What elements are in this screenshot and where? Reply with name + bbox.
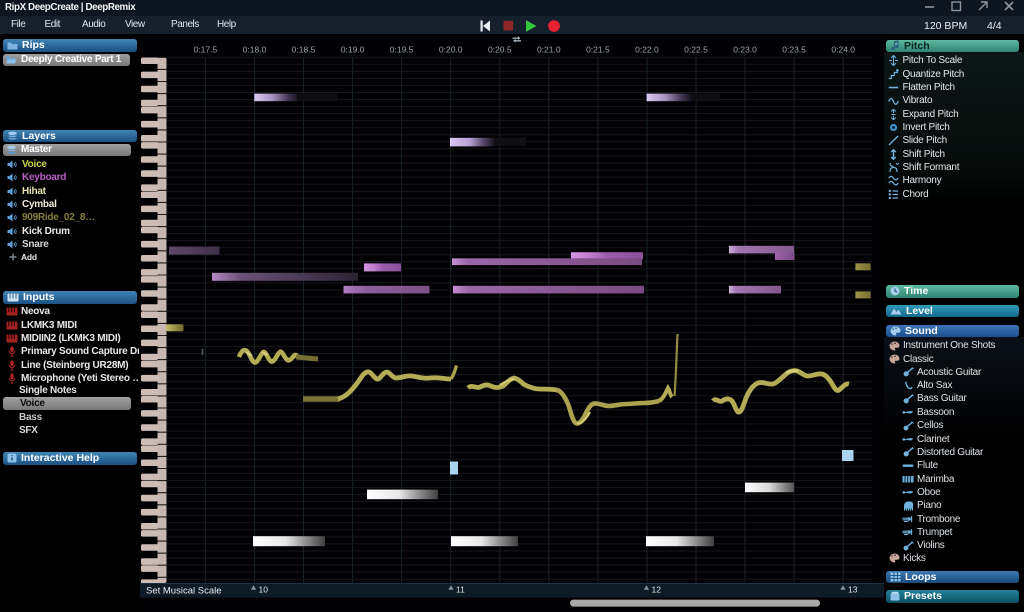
svg-text:0:18.5: 0:18.5 <box>292 45 316 55</box>
svg-text:Set Musical Scale: Set Musical Scale <box>146 586 222 597</box>
svg-text:0:22.0: 0:22.0 <box>635 45 659 55</box>
svg-text:0:19.5: 0:19.5 <box>390 45 414 55</box>
svg-text:12: 12 <box>652 585 662 595</box>
svg-text:0:20.5: 0:20.5 <box>488 45 512 55</box>
svg-text:0:23.0: 0:23.0 <box>733 45 757 55</box>
svg-text:0:18.0: 0:18.0 <box>243 45 267 55</box>
svg-text:0:21.0: 0:21.0 <box>537 45 561 55</box>
svg-text:0:23.5: 0:23.5 <box>782 45 806 55</box>
svg-text:0:24.0: 0:24.0 <box>831 45 855 55</box>
svg-text:10: 10 <box>259 585 269 595</box>
svg-text:0:22.5: 0:22.5 <box>684 45 708 55</box>
svg-text:11: 11 <box>456 585 465 595</box>
svg-text:0:20.0: 0:20.0 <box>439 45 463 55</box>
svg-text:0:17.5: 0:17.5 <box>194 45 218 55</box>
svg-text:13: 13 <box>848 585 858 595</box>
svg-text:0:21.5: 0:21.5 <box>586 45 610 55</box>
svg-text:0:19.0: 0:19.0 <box>341 45 365 55</box>
